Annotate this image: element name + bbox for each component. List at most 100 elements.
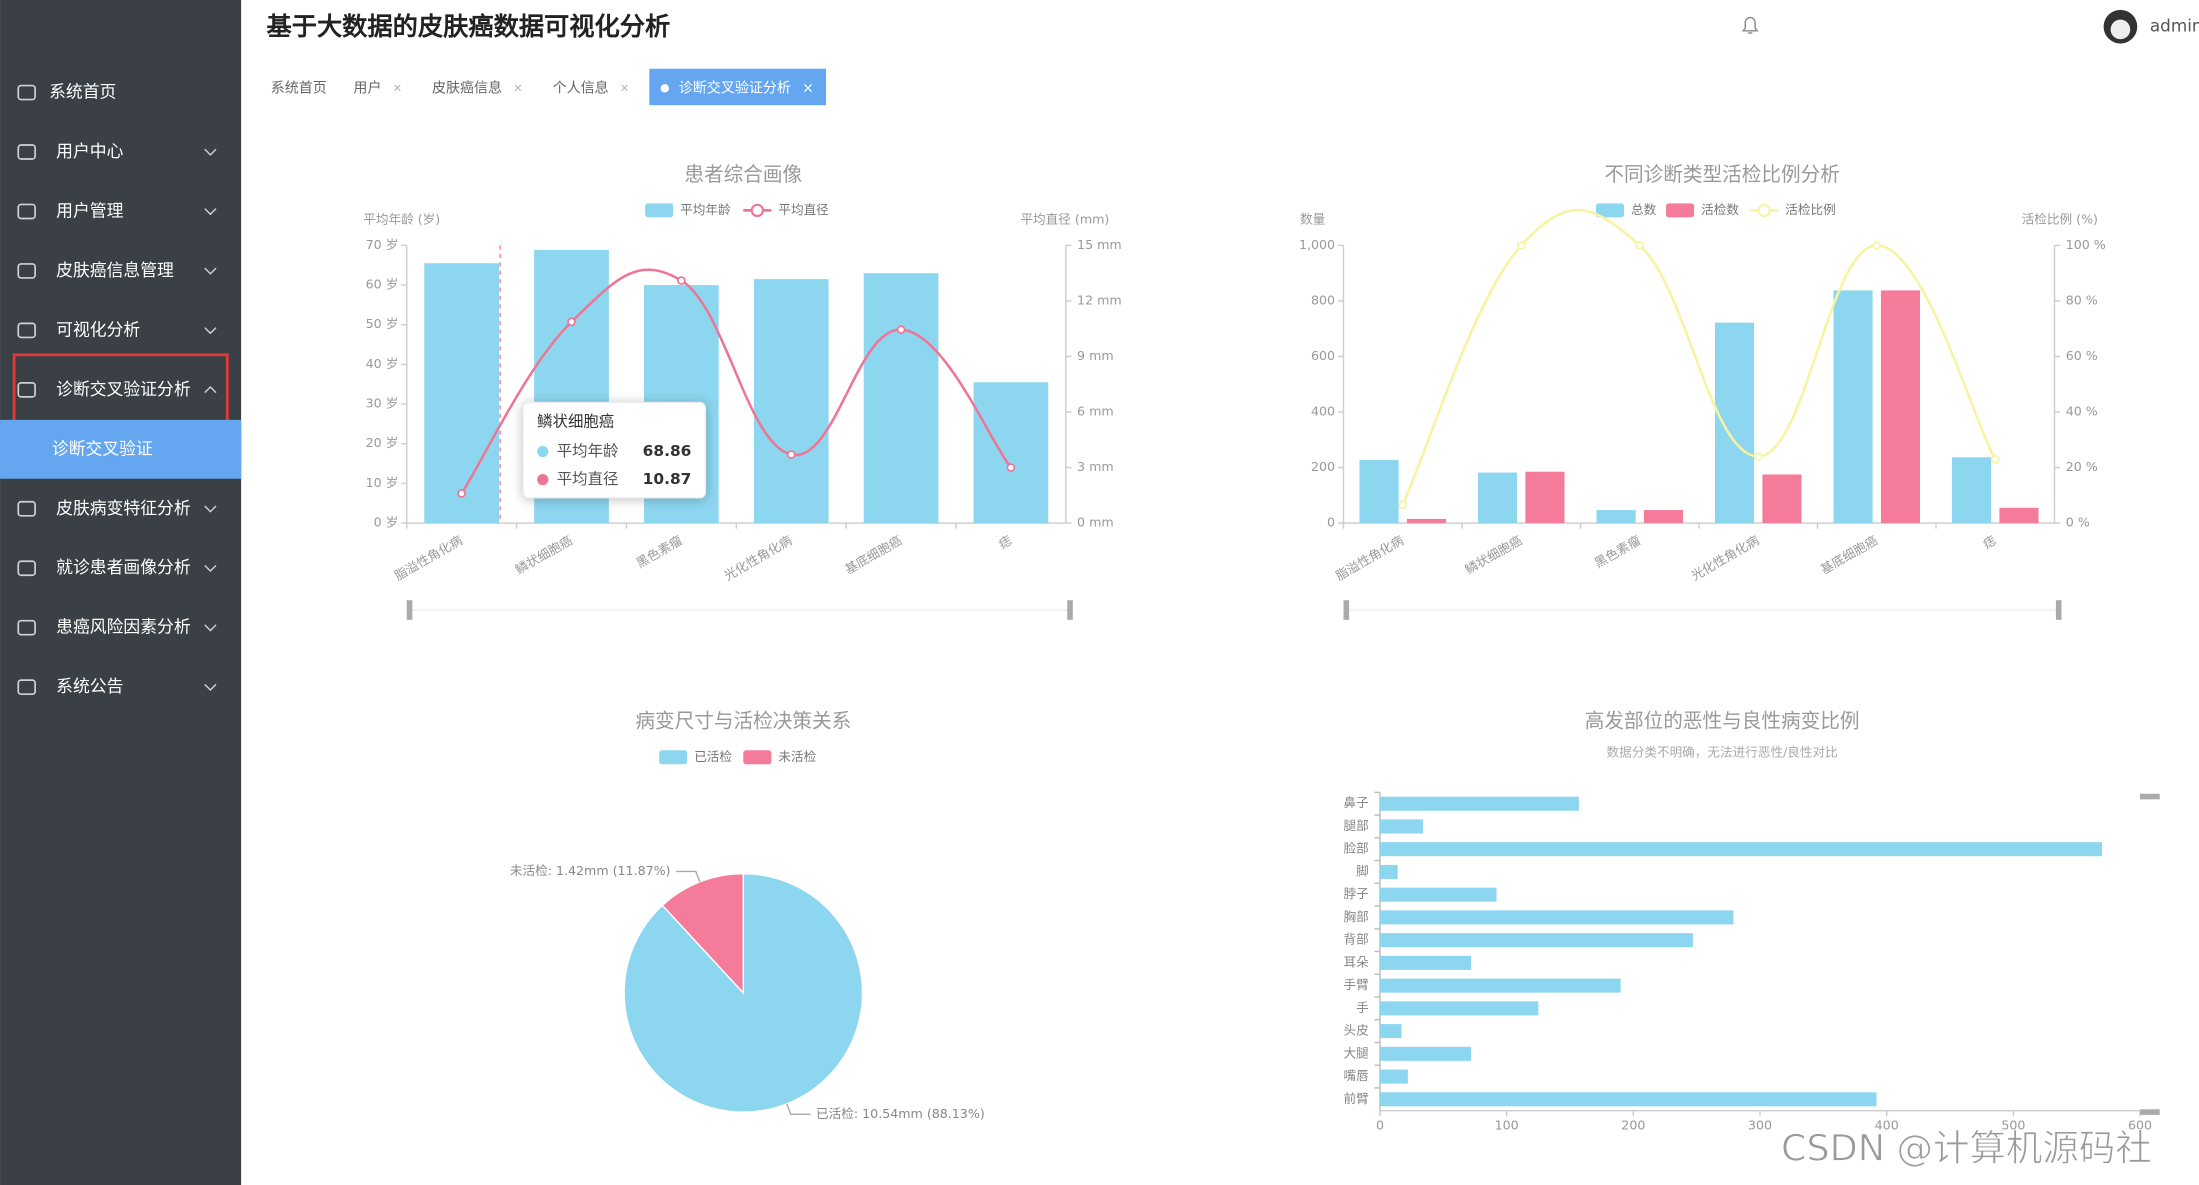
tab[interactable]: 皮肤癌信息 (432, 79, 502, 96)
pie-label-line (786, 1103, 811, 1116)
legend-label[interactable]: 平均年龄 (680, 202, 731, 217)
y2-tick-label: 80 % (2066, 292, 2098, 307)
active-tab-label[interactable]: 诊断交叉验证分析 (679, 79, 791, 96)
bar (1379, 842, 2103, 857)
legend-label[interactable]: 活检比例 (1785, 202, 1835, 217)
menu-icon (17, 203, 36, 220)
menu-item[interactable]: 系统公告 (56, 676, 123, 696)
line (1401, 208, 1997, 506)
x-tick-label: 痣 (996, 532, 1015, 551)
tooltip-marker (537, 445, 549, 458)
y2-tick-label: 40 % (2066, 404, 2098, 419)
menu-item[interactable]: 用户管理 (56, 200, 123, 220)
menu-item[interactable]: 用户中心 (56, 141, 123, 161)
y-tick-label: 400 (1311, 404, 1335, 419)
y-tick-label: 600 (1311, 348, 1335, 363)
bar (1762, 474, 1802, 524)
y2-tick-label: 3 mm (1077, 459, 1114, 474)
tooltip (522, 401, 707, 499)
x-tick-label: 200 (1621, 1118, 1645, 1133)
y2-axis-title: 平均直径 (mm) (1020, 212, 1109, 227)
y2-tick-label: 0 mm (1077, 515, 1114, 530)
y-tick-label: 腿部 (1344, 818, 1369, 833)
chart-title: 不同诊断类型活检比例分析 (1604, 163, 1840, 186)
y-tick-label: 800 (1311, 292, 1335, 307)
y-axis-title: 平均年龄 (岁) (363, 212, 440, 227)
tab-close[interactable]: × (620, 81, 629, 94)
legend-label[interactable]: 平均直径 (778, 202, 829, 217)
y-tick-label: 1,000 (1299, 237, 1335, 252)
menu-icon (17, 263, 36, 279)
y2-tick-label: 12 mm (1077, 292, 1122, 307)
menu-item[interactable]: 可视化分析 (56, 319, 140, 339)
chevron (204, 624, 217, 632)
menu-icon (17, 382, 36, 398)
tooltip-label: 平均直径 (557, 470, 619, 488)
tab-close[interactable]: × (802, 80, 814, 96)
zoom-handle[interactable] (2055, 600, 2062, 620)
menu-item[interactable]: 皮肤癌信息管理 (56, 260, 174, 280)
y-tick-label: 嘴唇 (1344, 1068, 1370, 1083)
zoom-handle[interactable] (406, 600, 413, 620)
chevron (204, 208, 217, 216)
line-point (1990, 454, 2000, 464)
chevron (204, 505, 217, 513)
active-tab[interactable] (649, 68, 827, 106)
bar (1379, 819, 1424, 834)
y2-tick-label: 100 % (2066, 237, 2106, 252)
user-name[interactable]: admin (2150, 16, 2199, 36)
menu-item[interactable]: 诊断交叉验证分析 (56, 379, 191, 399)
line-point (1635, 241, 1645, 250)
y-tick-label: 脚 (1356, 863, 1369, 878)
line-point (1872, 241, 1882, 250)
menu-item[interactable]: 皮肤病变特征分析 (56, 498, 191, 518)
y-tick-label: 60 岁 (366, 277, 399, 292)
bar (1379, 796, 1579, 811)
menu-icon (17, 322, 36, 339)
menu-item[interactable]: 系统首页 (49, 82, 116, 102)
zoom-handle[interactable] (1343, 600, 1350, 620)
menu-item[interactable]: 就诊患者画像分析 (56, 557, 191, 577)
legend-label[interactable]: 活检数 (1701, 202, 1739, 217)
tab[interactable]: 系统首页 (271, 80, 327, 96)
chevron (204, 327, 217, 335)
tab-close[interactable]: × (393, 81, 402, 94)
submenu-item[interactable]: 诊断交叉验证 (52, 438, 153, 458)
legend-swatch (1595, 203, 1624, 218)
tab-dot (660, 84, 669, 93)
y-tick-label: 0 岁 (374, 515, 399, 530)
tooltip-title: 鳞状细胞癌 (537, 413, 614, 431)
zoom-handle[interactable] (1067, 600, 1073, 620)
menu-item[interactable]: 患癌风险因素分析 (56, 617, 191, 637)
legend-label[interactable]: 总数 (1631, 202, 1657, 217)
x-tick-label: 600 (2128, 1118, 2152, 1133)
zoom-handle[interactable] (2140, 793, 2160, 800)
legend-swatch (1666, 203, 1695, 218)
tab[interactable]: 个人信息 (553, 79, 609, 96)
bar (1643, 510, 1684, 524)
legend-label[interactable]: 未活检 (778, 749, 816, 764)
menu-icon (17, 144, 36, 160)
pie-label-line (676, 870, 701, 883)
chart-title: 病变尺寸与活检决策关系 (635, 710, 851, 733)
legend-label[interactable]: 已活检 (694, 749, 732, 764)
zoom-handle[interactable] (2140, 1109, 2160, 1115)
line-point (1398, 500, 1408, 510)
menu-icon (17, 560, 36, 577)
tab-close[interactable]: × (513, 81, 522, 94)
y2-tick-label: 0 % (2066, 515, 2090, 530)
bell-icon[interactable] (1741, 16, 1759, 34)
y-tick-label: 手臂 (1344, 977, 1370, 992)
line-point (896, 325, 906, 334)
y-tick-label: 脸部 (1344, 841, 1369, 856)
menu-icon (17, 619, 36, 636)
bar (753, 279, 829, 524)
bar (1379, 933, 1693, 948)
sidebar (0, 0, 242, 1185)
bar (1596, 510, 1636, 524)
tab[interactable]: 用户 (353, 79, 381, 96)
bar (1379, 887, 1497, 902)
y-tick-label: 0 (1327, 515, 1335, 530)
y-tick-label: 10 岁 (366, 475, 399, 490)
